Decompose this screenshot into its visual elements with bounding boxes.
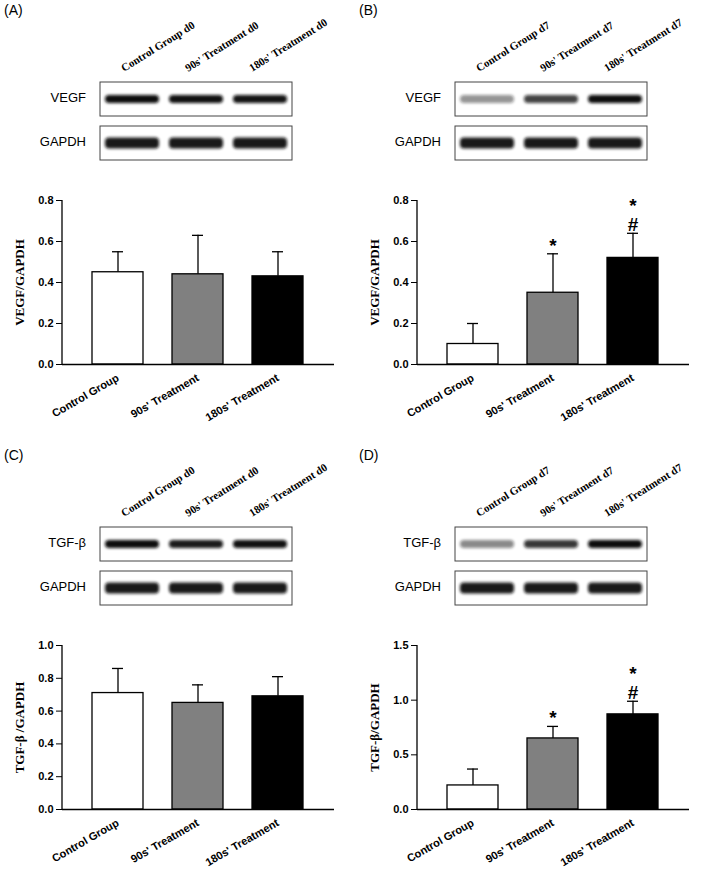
svg-text:90s' Treatment d0: 90s' Treatment d0 <box>182 463 261 519</box>
svg-text:0.8: 0.8 <box>38 194 53 206</box>
svg-text:0.0: 0.0 <box>393 803 408 815</box>
svg-text:180s' Treatment d7: 180s' Treatment d7 <box>602 16 685 74</box>
svg-text:180s' Treatment d0: 180s' Treatment d0 <box>247 461 330 519</box>
svg-text:90s' Treatment d7: 90s' Treatment d7 <box>537 463 616 519</box>
svg-text:0.6: 0.6 <box>38 235 53 247</box>
svg-text:0.2: 0.2 <box>393 317 408 329</box>
svg-text:1.0: 1.0 <box>393 694 408 706</box>
svg-text:VEGF: VEGF <box>51 90 86 105</box>
html-text:(A): (A) <box>4 2 23 18</box>
svg-text:0.0: 0.0 <box>38 803 53 815</box>
svg-text:TGF-β: TGF-β <box>403 535 441 550</box>
svg-text:Control Group: Control Group <box>405 816 476 864</box>
svg-text:180s' Treatment: 180s' Treatment <box>558 371 636 423</box>
svg-text:90s' Treatment: 90s' Treatment <box>128 371 201 420</box>
svg-text:GAPDH: GAPDH <box>40 579 86 594</box>
svg-text:*: * <box>549 707 557 728</box>
svg-text:90s' Treatment d7: 90s' Treatment d7 <box>537 18 616 74</box>
html-text:(C): (C) <box>4 447 24 463</box>
svg-text:0.6: 0.6 <box>38 705 53 717</box>
svg-text:180s' Treatment: 180s' Treatment <box>203 371 281 423</box>
svg-text:180s' Treatment: 180s' Treatment <box>203 816 281 868</box>
svg-text:1.0: 1.0 <box>38 639 53 651</box>
svg-text:GAPDH: GAPDH <box>395 579 441 594</box>
svg-text:90s' Treatment: 90s' Treatment <box>483 816 556 865</box>
svg-text:180s' Treatment: 180s' Treatment <box>558 816 636 868</box>
svg-text:0.0: 0.0 <box>393 358 408 370</box>
svg-text:VEGF: VEGF <box>406 90 441 105</box>
svg-text:VEGF/GAPDH: VEGF/GAPDH <box>367 239 382 326</box>
svg-text:TGF-β/GAPDH: TGF-β/GAPDH <box>367 683 382 771</box>
svg-text:Control Group d7: Control Group d7 <box>473 463 552 519</box>
svg-text:Control Group d7: Control Group d7 <box>473 18 552 74</box>
svg-text:GAPDH: GAPDH <box>40 134 86 149</box>
svg-text:0.4: 0.4 <box>38 276 54 288</box>
svg-text:0.8: 0.8 <box>393 194 408 206</box>
svg-text:Control Group: Control Group <box>405 371 476 419</box>
svg-text:90s' Treatment: 90s' Treatment <box>128 816 201 865</box>
svg-text:90s' Treatment: 90s' Treatment <box>483 371 556 420</box>
svg-text:GAPDH: GAPDH <box>395 134 441 149</box>
svg-text:*#: *# <box>628 195 639 235</box>
svg-text:*#: *# <box>628 663 639 703</box>
svg-text:180s' Treatment d7: 180s' Treatment d7 <box>602 461 685 519</box>
svg-text:Control Group: Control Group <box>50 371 121 419</box>
svg-text:0.2: 0.2 <box>38 317 53 329</box>
svg-text:0.4: 0.4 <box>38 737 54 749</box>
svg-text:Control Group: Control Group <box>50 816 121 864</box>
svg-text:Control Group d0: Control Group d0 <box>118 463 197 519</box>
svg-text:TGF-β /GAPDH: TGF-β /GAPDH <box>12 682 27 774</box>
svg-text:1.5: 1.5 <box>393 639 408 651</box>
svg-text:0.2: 0.2 <box>38 770 53 782</box>
svg-text:0.6: 0.6 <box>393 235 408 247</box>
svg-text:0.5: 0.5 <box>393 748 408 760</box>
svg-text:180s' Treatment d0: 180s' Treatment d0 <box>247 16 330 74</box>
html-text:(D): (D) <box>359 447 379 463</box>
svg-text:VEGF/GAPDH: VEGF/GAPDH <box>12 239 27 326</box>
svg-text:90s' Treatment d0: 90s' Treatment d0 <box>182 18 261 74</box>
svg-text:Control Group d0: Control Group d0 <box>118 18 197 74</box>
svg-text:TGF-β: TGF-β <box>48 535 86 550</box>
svg-text:*: * <box>549 235 557 256</box>
svg-text:0.8: 0.8 <box>38 672 53 684</box>
svg-text:0.4: 0.4 <box>393 276 409 288</box>
html-text:(B): (B) <box>359 2 378 18</box>
svg-text:0.0: 0.0 <box>38 358 53 370</box>
